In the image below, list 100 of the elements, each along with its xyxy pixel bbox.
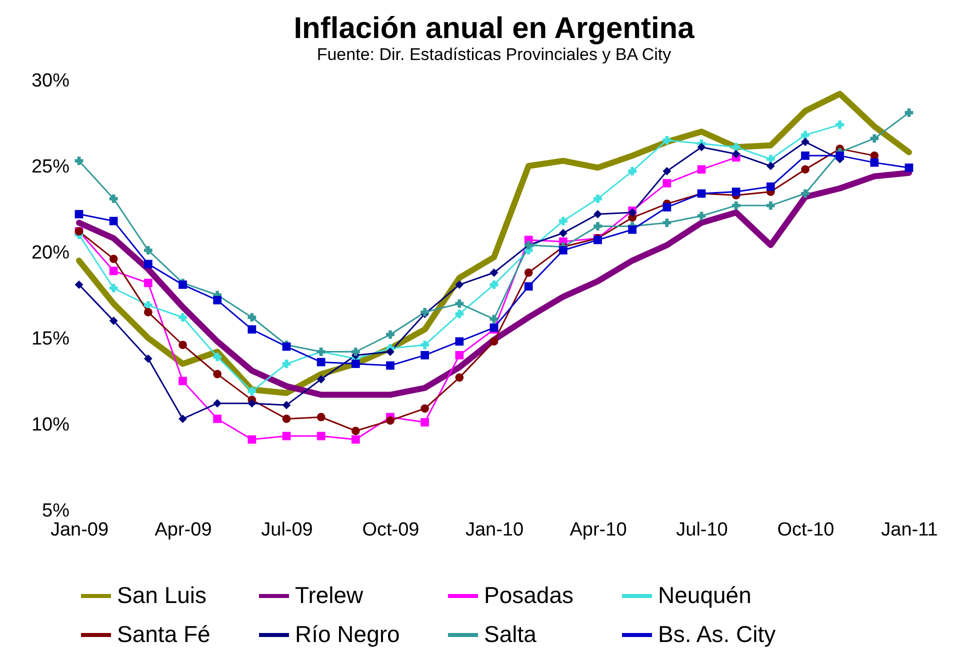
legend-label: Río Negro: [295, 621, 400, 647]
point: [74, 210, 84, 218]
x-tick-label: Jan-10: [465, 520, 524, 540]
point: [144, 278, 152, 288]
point: [870, 158, 879, 167]
point: [351, 348, 360, 356]
y-tick-label: 15%: [31, 328, 70, 350]
point: [697, 212, 706, 220]
point: [558, 216, 568, 226]
point: [870, 134, 879, 143]
point: [490, 337, 498, 346]
point: [351, 426, 360, 436]
point: [490, 280, 498, 289]
point: [524, 282, 533, 291]
point: [904, 108, 914, 117]
point: [420, 418, 430, 426]
point: [213, 399, 222, 408]
legend-label: San Luis: [117, 582, 207, 608]
point: [248, 387, 256, 396]
point: [386, 416, 394, 425]
point: [420, 351, 430, 360]
point: [213, 370, 222, 378]
point: [282, 400, 291, 410]
point: [662, 179, 672, 188]
point: [732, 188, 740, 196]
point: [74, 156, 84, 166]
point: [316, 358, 326, 366]
legend-label: Salta: [484, 621, 537, 647]
point: [248, 313, 256, 322]
point: [351, 435, 360, 444]
y-tick-label: 10%: [31, 414, 70, 436]
x-tick-label: Oct-09: [362, 520, 420, 540]
point: [801, 151, 810, 160]
x-tick-label: Jul-10: [676, 520, 728, 540]
point: [109, 194, 118, 203]
point: [628, 225, 637, 234]
point: [178, 340, 187, 350]
point: [801, 165, 810, 174]
point: [74, 280, 84, 289]
x-tick-label: Jan-09: [50, 520, 109, 540]
point: [109, 216, 118, 226]
point: [282, 360, 291, 368]
point: [213, 296, 222, 304]
point: [248, 399, 256, 408]
point: [558, 246, 568, 254]
point: [490, 268, 498, 277]
y-tick-label: 30%: [31, 70, 70, 92]
point: [144, 260, 152, 268]
point: [316, 412, 326, 422]
point: [109, 316, 118, 325]
point: [455, 280, 464, 289]
legend-label: Neuquén: [658, 582, 752, 608]
point: [732, 142, 740, 152]
point: [420, 404, 430, 413]
point: [351, 360, 360, 368]
point: [524, 268, 533, 277]
x-tick-label: Jan-11: [881, 520, 938, 540]
point: [801, 189, 810, 198]
point: [836, 120, 844, 129]
point: [316, 375, 326, 384]
point: [766, 201, 775, 210]
point: [109, 254, 118, 264]
point: [662, 218, 672, 227]
point: [213, 414, 222, 424]
point: [386, 361, 394, 370]
point: [144, 246, 152, 254]
point: [178, 376, 187, 386]
chart-subtitle: Fuente: Dir. Estadísticas Provinciales y BA City: [316, 45, 672, 64]
point: [594, 194, 602, 203]
point: [455, 351, 464, 360]
x-tick-label: Jul-09: [261, 520, 313, 540]
y-tick-label: 20%: [31, 242, 70, 264]
legend-label: Posadas: [484, 582, 574, 608]
y-tick-label: 25%: [31, 156, 70, 178]
point: [628, 166, 637, 176]
point: [282, 432, 291, 440]
point: [455, 299, 464, 308]
point: [904, 164, 914, 172]
point: [801, 138, 810, 146]
point: [697, 142, 706, 152]
point: [420, 340, 430, 350]
point: [662, 166, 672, 176]
point: [490, 314, 498, 324]
point: [178, 313, 187, 322]
point: [732, 150, 740, 158]
x-tick-label: Apr-09: [154, 520, 212, 540]
y-tick-label: 5%: [42, 500, 70, 522]
point: [386, 330, 394, 339]
point: [455, 373, 464, 382]
point: [594, 222, 602, 230]
legend-label: Trelew: [295, 582, 364, 608]
point: [801, 130, 810, 140]
point: [109, 284, 118, 292]
point: [282, 414, 291, 424]
point: [455, 310, 464, 318]
point: [732, 201, 740, 210]
legend-label: Bs. As. City: [658, 621, 776, 647]
x-tick-label: Oct-10: [777, 520, 834, 540]
point: [766, 162, 775, 170]
point: [386, 348, 394, 356]
